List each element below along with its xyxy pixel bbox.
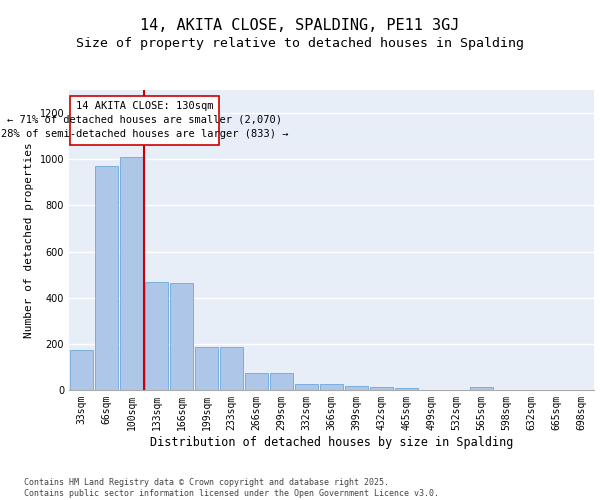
Text: ← 71% of detached houses are smaller (2,070): ← 71% of detached houses are smaller (2,… [7, 115, 282, 125]
Bar [220, 348, 243, 390]
Text: Size of property relative to detached houses in Spalding: Size of property relative to detached ho… [76, 38, 524, 51]
Bar [145, 282, 168, 390]
Bar [320, 384, 343, 390]
X-axis label: Distribution of detached houses by size in Spalding: Distribution of detached houses by size … [150, 436, 513, 448]
Text: 28% of semi-detached houses are larger (833) →: 28% of semi-detached houses are larger (… [1, 129, 289, 139]
Bar [470, 387, 493, 390]
Text: 14, AKITA CLOSE, SPALDING, PE11 3GJ: 14, AKITA CLOSE, SPALDING, PE11 3GJ [140, 18, 460, 32]
Bar [370, 387, 393, 390]
Bar [120, 157, 143, 390]
Bar [195, 348, 218, 390]
Bar [245, 372, 268, 390]
Bar [395, 388, 418, 390]
Bar [70, 350, 93, 390]
Bar [270, 372, 293, 390]
Bar [170, 282, 193, 390]
Text: 14 AKITA CLOSE: 130sqm: 14 AKITA CLOSE: 130sqm [76, 101, 214, 111]
Bar [345, 386, 368, 390]
Bar [95, 166, 118, 390]
Bar [295, 384, 318, 390]
Y-axis label: Number of detached properties: Number of detached properties [24, 142, 34, 338]
Bar [70, 96, 219, 146]
Text: Contains HM Land Registry data © Crown copyright and database right 2025.
Contai: Contains HM Land Registry data © Crown c… [24, 478, 439, 498]
